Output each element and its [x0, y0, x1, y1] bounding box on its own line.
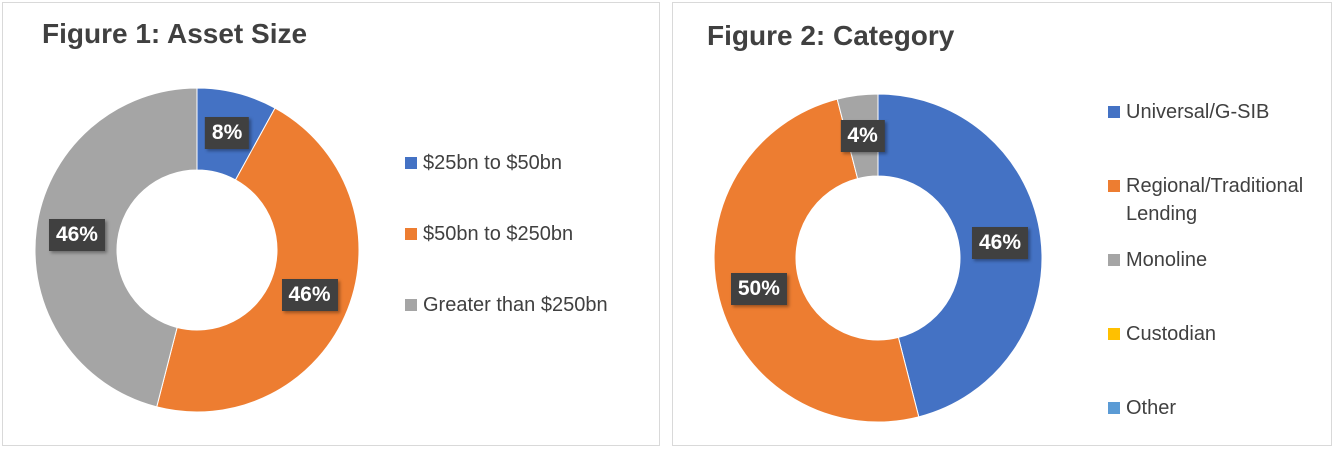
legend-label: Universal/G-SIB	[1126, 101, 1270, 123]
legend-swatch	[1108, 328, 1120, 340]
legend-swatch	[1108, 106, 1120, 118]
legend-item: $50bn to $250bn	[405, 220, 611, 248]
legend-swatch	[1108, 180, 1120, 192]
chart-title: Figure 1: Asset Size	[42, 18, 308, 49]
legend-label: Regional/Traditional Lending	[1126, 175, 1304, 225]
legend-item: $25bn to $50bn	[405, 149, 611, 177]
legend-item: Custodian	[1108, 320, 1314, 348]
donut-segment	[713, 98, 920, 423]
legend-swatch	[1108, 402, 1120, 414]
legend-item: Universal/G-SIB	[1108, 98, 1314, 126]
donut-segment	[156, 107, 360, 413]
data-label: 46%	[972, 226, 1029, 259]
legend-swatch	[405, 157, 417, 169]
legend-label: $25bn to $50bn	[423, 152, 563, 174]
legend-swatch	[405, 299, 417, 311]
legend-label: Custodian	[1126, 323, 1217, 345]
legend-label: Other	[1126, 397, 1177, 419]
donut-segment	[877, 93, 1043, 418]
legend-item: Regional/Traditional Lending	[1108, 172, 1314, 228]
data-label: 50%	[730, 272, 787, 305]
data-label: 4%	[840, 119, 885, 152]
legend-item: Greater than $250bn	[405, 291, 611, 319]
legend-swatch	[1108, 254, 1120, 266]
donut-segment	[34, 87, 198, 408]
chart-title: Figure 2: Category	[707, 20, 955, 51]
legend-item: Monoline	[1108, 246, 1314, 274]
data-label: 46%	[281, 278, 338, 311]
legend-item: Other	[1108, 394, 1314, 422]
data-label: 46%	[48, 218, 105, 251]
legend-label: Greater than $250bn	[423, 294, 608, 316]
legend-label: $50bn to $250bn	[423, 223, 574, 245]
data-label: 8%	[204, 116, 250, 149]
legend-swatch	[405, 228, 417, 240]
legend-label: Monoline	[1126, 249, 1208, 271]
